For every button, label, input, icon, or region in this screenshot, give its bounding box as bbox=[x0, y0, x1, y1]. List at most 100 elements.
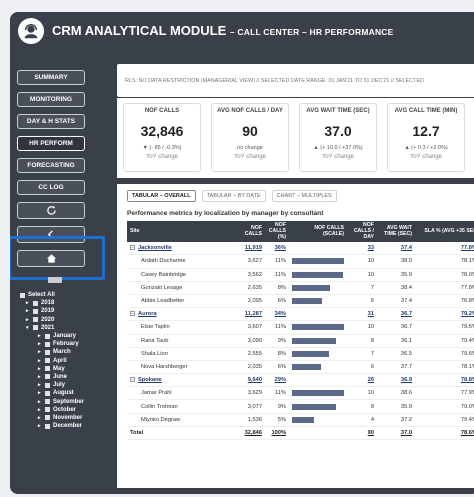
collapse-icon: ▾ bbox=[26, 324, 29, 331]
slicer-month-item[interactable]: ▸ September bbox=[20, 397, 90, 405]
slicer-month-item[interactable]: ▸ December bbox=[20, 422, 90, 430]
slicer-month-label: April bbox=[53, 357, 67, 364]
expand-icon: ▸ bbox=[38, 406, 41, 413]
cell-site-label: Nova Harshberger bbox=[141, 363, 188, 370]
clear-selection-icon[interactable] bbox=[48, 277, 62, 283]
filter-info-bar: RLS: NO DATA RESTRICTION (MANAGERIAL VIE… bbox=[117, 64, 474, 97]
cell-site: Gonzalo Lesage bbox=[127, 281, 235, 295]
slicer-month-item[interactable]: ▸ March bbox=[20, 348, 90, 356]
slicer-month-item[interactable]: ▸ May bbox=[20, 365, 90, 373]
checkbox-icon bbox=[45, 333, 50, 339]
expand-icon: ▸ bbox=[38, 373, 41, 380]
slicer-year-2021[interactable]: ▾ 2021 bbox=[26, 324, 55, 331]
cell-sla: 78.8% bbox=[415, 373, 474, 388]
refresh-button[interactable] bbox=[17, 202, 85, 219]
slicer-select-all[interactable]: Select All bbox=[20, 291, 90, 299]
slicer-year-2019[interactable]: ▸ 2019 bbox=[26, 308, 55, 315]
cell-calls: 1,536 bbox=[235, 413, 265, 427]
cell-calls-day: 31 bbox=[347, 307, 377, 322]
cell-calls-scale bbox=[289, 320, 347, 335]
cell-calls-pct: 11% bbox=[265, 320, 289, 335]
collapse-icon[interactable]: − bbox=[130, 311, 135, 317]
cell-calls-day: 26 bbox=[347, 373, 377, 388]
slicer-month-item[interactable]: ▸ February bbox=[20, 340, 90, 348]
checkbox-icon bbox=[33, 325, 38, 331]
home-highlight-box bbox=[10, 236, 105, 280]
nav-cc-log-button[interactable]: CC LOG bbox=[17, 180, 85, 195]
slicer-month-item[interactable]: ▸ June bbox=[20, 373, 90, 381]
tab-tabular-by-date[interactable]: TABULAR – BY DATE bbox=[201, 190, 266, 202]
tab-tabular-overall[interactable]: TABULAR – OVERALL bbox=[127, 190, 196, 202]
slicer-month-item[interactable]: ▸ April bbox=[20, 357, 90, 365]
cell-sla: 79.0% bbox=[415, 399, 474, 414]
cell-site-label: Rana Taub bbox=[141, 337, 169, 344]
cell-calls-pct: 11% bbox=[265, 254, 289, 269]
column-header[interactable]: NOF CALLS bbox=[235, 221, 265, 242]
column-header[interactable]: AVG WAIT TIME (SEC) bbox=[377, 221, 415, 242]
cell-calls-day: 10 bbox=[347, 320, 377, 335]
slicer-year-2018[interactable]: ▸ 2018 bbox=[26, 300, 55, 307]
slicer-month-item[interactable]: ▸ August bbox=[20, 389, 90, 397]
slicer-month-item[interactable]: ▸ January bbox=[20, 332, 90, 340]
cell-calls-pct: 6% bbox=[265, 294, 289, 309]
slicer-month-item[interactable]: ▸ July bbox=[20, 381, 90, 389]
nav-monitoring-button[interactable]: MONITORING bbox=[17, 92, 85, 107]
column-header[interactable]: Site bbox=[127, 221, 235, 242]
cell-site: Miyoko Degraw bbox=[127, 413, 235, 427]
cell-wait: 37.0 bbox=[377, 425, 415, 441]
slicer-month-label: December bbox=[53, 423, 83, 430]
calls-scale-bar bbox=[292, 298, 323, 305]
home-button[interactable] bbox=[17, 250, 85, 267]
collapse-icon[interactable]: − bbox=[130, 245, 135, 251]
nav-summary-button[interactable]: SUMMARY bbox=[17, 70, 85, 85]
cell-site: Nova Harshberger bbox=[127, 360, 235, 375]
slicer-month-item[interactable]: ▸ November bbox=[20, 414, 90, 422]
cell-sla: 77.8% bbox=[415, 281, 474, 295]
collapse-icon[interactable]: − bbox=[130, 377, 135, 383]
expand-icon: ▸ bbox=[38, 398, 41, 405]
cell-calls-scale bbox=[289, 386, 347, 401]
cell-calls-pct: 11% bbox=[265, 386, 289, 401]
slicer-month-label: October bbox=[53, 406, 77, 413]
cell-calls-pct: 34% bbox=[265, 307, 289, 322]
cell-calls: 3,090 bbox=[235, 334, 265, 348]
expand-icon: ▸ bbox=[38, 333, 41, 340]
slicer-month-label: July bbox=[53, 382, 66, 389]
cell-calls-scale bbox=[289, 373, 347, 388]
slicer-month-item[interactable]: ▸ October bbox=[20, 406, 90, 414]
app-frame: CRM ANALYTICAL MODULE – CALL CENTER – HR… bbox=[10, 12, 474, 494]
cell-calls-scale bbox=[289, 241, 347, 256]
nav-hr-perform-button[interactable]: HR PERFORM bbox=[17, 136, 85, 151]
cell-calls-scale bbox=[289, 254, 347, 269]
cell-sla: 77.8% bbox=[415, 241, 474, 256]
nav-forecasting-button[interactable]: FORECASTING bbox=[17, 158, 85, 173]
column-header[interactable]: NOF CALLS (SCALE) bbox=[289, 221, 347, 242]
cell-site: Ardath Ducharme bbox=[127, 254, 235, 269]
calls-scale-bar bbox=[292, 324, 344, 331]
checkbox-icon bbox=[45, 382, 50, 388]
nav-day-h-stats-button[interactable]: DAY & H STATS bbox=[17, 114, 85, 129]
column-header[interactable]: SLA % (AVG +35 SEC bbox=[415, 221, 474, 242]
slicer-year-2020[interactable]: ▸ 2020 bbox=[26, 316, 55, 323]
cell-calls-scale bbox=[289, 413, 347, 427]
cell-calls: 2,635 bbox=[235, 281, 265, 295]
column-header[interactable]: NOF CALLS (%) bbox=[265, 221, 289, 242]
column-header[interactable]: NOF CALLS / DAY bbox=[347, 221, 377, 242]
cell-site-label: Aurora bbox=[138, 311, 157, 318]
tab-chart-multiples[interactable]: CHART – MULTIPLES bbox=[271, 190, 337, 202]
